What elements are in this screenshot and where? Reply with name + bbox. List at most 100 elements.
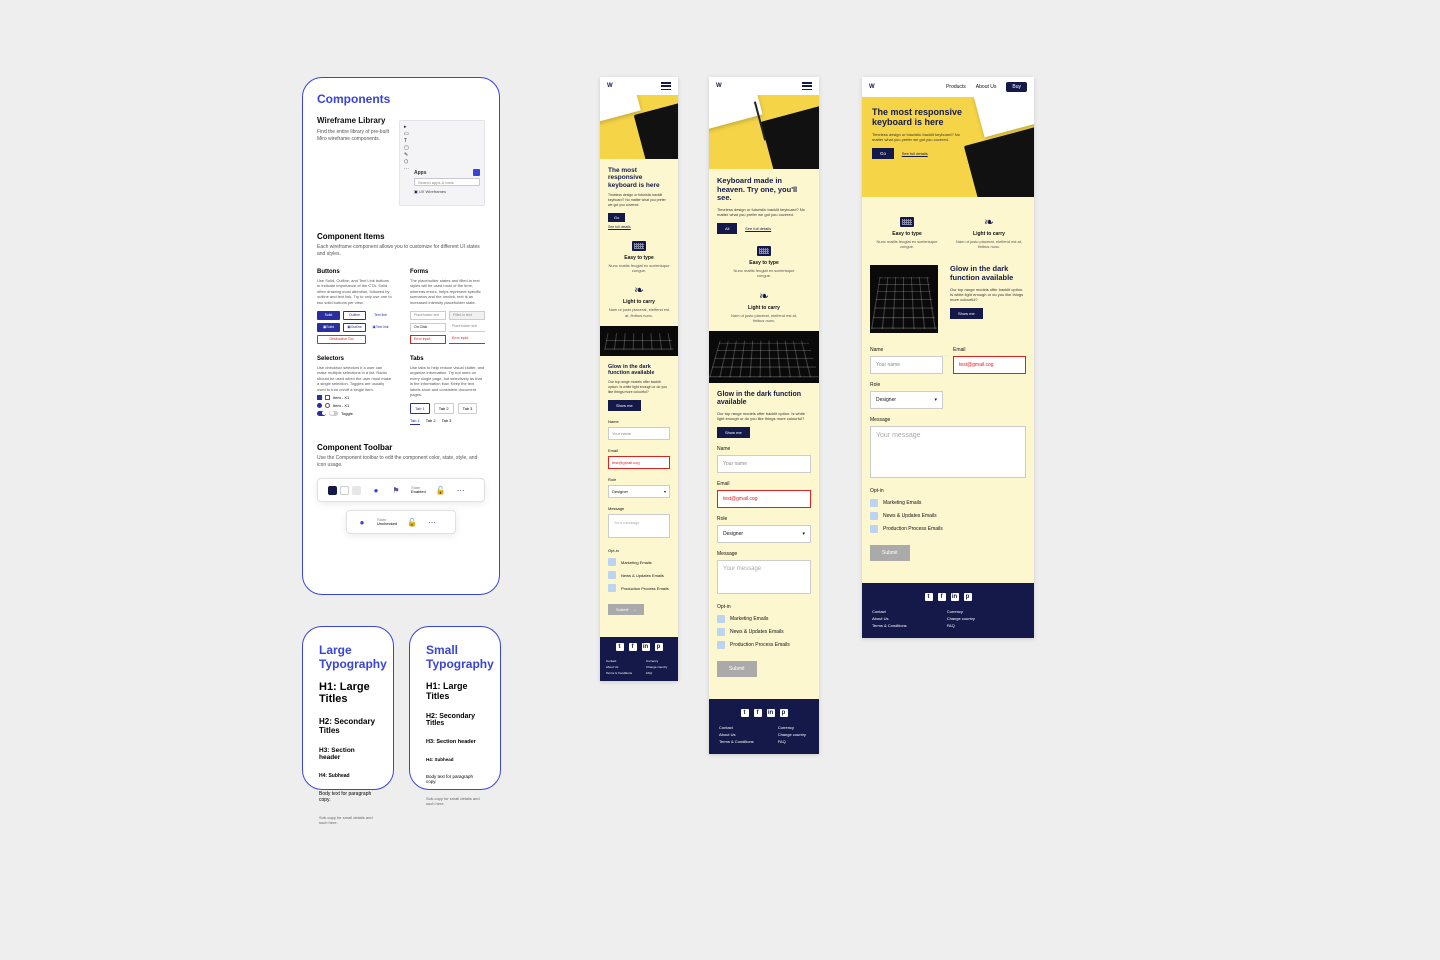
tab-1[interactable]: Tab 1 [410, 403, 430, 414]
pinterest-icon[interactable]: p [655, 643, 663, 651]
hero-body: Timeless design or futuristic backlit ke… [872, 132, 964, 142]
input-error-line[interactable]: Error input [449, 335, 485, 344]
cta-go[interactable]: Go [608, 213, 625, 222]
nav-products[interactable]: Products [946, 84, 966, 90]
hero-image [709, 95, 819, 169]
checkbox[interactable] [870, 525, 878, 533]
wireframe-widget: ▸▭T▢✎⬡⋯ Apps Search apps & tools UX Wire… [399, 120, 485, 206]
tab-2[interactable]: Tab 2 [434, 403, 454, 414]
button-outline[interactable]: Outline [343, 311, 366, 320]
message-input[interactable]: Your message [870, 426, 1026, 478]
checkbox[interactable] [717, 615, 725, 623]
input-filled[interactable]: Filled in text [449, 311, 485, 320]
menu-icon[interactable] [661, 82, 671, 90]
apps-search-input[interactable]: Search apps & tools [414, 178, 480, 186]
checkbox[interactable] [608, 558, 616, 566]
cta-all[interactable]: All [717, 223, 737, 234]
sub-sample: Sub-copy for small details and such here… [426, 796, 484, 806]
cta-full[interactable]: See full details [608, 225, 670, 229]
button-outline-icon[interactable]: ▣ Outline [343, 323, 366, 332]
apps-close-icon[interactable] [473, 169, 480, 176]
lock-icon[interactable]: 🔓 [436, 485, 446, 495]
toolbar-desc: Use the Component toolbar to edit the co… [317, 455, 485, 468]
email-input[interactable]: test@gmail.cog [717, 490, 811, 508]
radio-off[interactable] [325, 403, 330, 408]
role-select[interactable]: Designer▾ [717, 525, 811, 543]
logo[interactable]: W [716, 83, 721, 89]
facebook-icon[interactable]: f [629, 643, 637, 651]
checkbox[interactable] [608, 571, 616, 579]
logo[interactable]: W [869, 84, 874, 90]
input-error[interactable]: Error input [410, 335, 446, 344]
glow-cta[interactable]: Show me [950, 308, 983, 319]
chevron-down-icon: ▾ [934, 397, 937, 403]
button-text-icon[interactable]: ▣ Text link [369, 323, 392, 332]
desktop-mockup: W Products About Us Buy The most respons… [862, 77, 1034, 638]
checkbox[interactable] [870, 512, 878, 520]
more-icon[interactable]: ⋯ [456, 485, 466, 495]
cta-full[interactable]: See full details [745, 226, 771, 231]
flag-icon[interactable]: ⚑ [391, 485, 401, 495]
selectors-heading: Selectors [317, 356, 392, 362]
utab-3[interactable]: Tab 3 [442, 418, 452, 425]
keyboard-icon [900, 217, 914, 227]
twitter-icon[interactable]: t [925, 593, 933, 601]
toggle-off[interactable] [329, 411, 338, 416]
checkbox[interactable] [717, 628, 725, 636]
toolbar-active-swatch[interactable]: ● [371, 485, 381, 495]
linkedin-icon[interactable]: in [642, 643, 650, 651]
button-solid-icon[interactable]: ▣ Solid [317, 323, 340, 332]
lock-icon[interactable]: 🔓 [407, 517, 417, 527]
button-destructive[interactable]: Destructive Too [317, 335, 366, 344]
more-icon[interactable]: ⋯ [427, 517, 437, 527]
submit-button[interactable]: Submit [717, 661, 757, 677]
checkbox-on[interactable] [317, 395, 322, 400]
twitter-icon[interactable]: t [741, 709, 749, 717]
facebook-icon[interactable]: f [754, 709, 762, 717]
twitter-icon[interactable]: t [616, 643, 624, 651]
linkedin-icon[interactable]: in [767, 709, 775, 717]
radio-on[interactable] [317, 403, 322, 408]
pinterest-icon[interactable]: p [964, 593, 972, 601]
tabs-heading: Tabs [410, 356, 485, 362]
glow-cta[interactable]: Show me [608, 400, 641, 411]
button-text[interactable]: Text link [369, 311, 392, 320]
nav-about[interactable]: About Us [976, 84, 997, 90]
toolbar-swatches[interactable] [328, 486, 361, 495]
input-placeholder-line[interactable]: Placeholder text [449, 323, 485, 332]
email-input[interactable]: test@gmail.cog [608, 456, 670, 469]
submit-button[interactable]: Submit→ [608, 604, 644, 615]
checkbox[interactable] [870, 499, 878, 507]
checkbox[interactable] [717, 641, 725, 649]
pinterest-icon[interactable]: p [780, 709, 788, 717]
glow-cta[interactable]: Show me [717, 427, 750, 438]
role-select[interactable]: Designer▾ [870, 391, 943, 409]
logo[interactable]: W [607, 83, 612, 89]
checkbox-off[interactable] [325, 395, 330, 400]
name-input[interactable]: Your name [608, 427, 670, 440]
toolbar-heading: Component Toolbar [317, 443, 485, 452]
menu-icon[interactable] [802, 82, 812, 90]
button-solid[interactable]: Solid [317, 311, 340, 320]
email-input[interactable]: test@gmail.cog [953, 356, 1026, 374]
role-select[interactable]: Designer▾ [608, 485, 670, 498]
tab-3[interactable]: Tab 3 [458, 403, 478, 414]
name-input[interactable]: Your name [870, 356, 943, 374]
facebook-icon[interactable]: f [938, 593, 946, 601]
submit-button[interactable]: Submit [870, 545, 910, 561]
utab-2[interactable]: Tab 2 [426, 418, 436, 425]
linkedin-icon[interactable]: in [951, 593, 959, 601]
message-input[interactable]: Your message [717, 560, 811, 594]
message-input[interactable]: Your message [608, 514, 670, 538]
nav-buy[interactable]: Buy [1006, 82, 1027, 92]
toggle-on[interactable] [317, 411, 326, 416]
toolbar-swatch[interactable]: ● [357, 517, 367, 527]
checkbox[interactable] [608, 584, 616, 592]
utab-1[interactable]: Tab 1 [410, 418, 420, 425]
apps-item[interactable]: UX Wireframes [414, 189, 480, 194]
cta-full[interactable]: See full details [902, 151, 928, 156]
input-onclick[interactable]: On Click [410, 323, 446, 332]
input-placeholder[interactable]: Placeholder text [410, 311, 446, 320]
cta-go[interactable]: Go [872, 148, 894, 159]
name-input[interactable]: Your name [717, 455, 811, 473]
